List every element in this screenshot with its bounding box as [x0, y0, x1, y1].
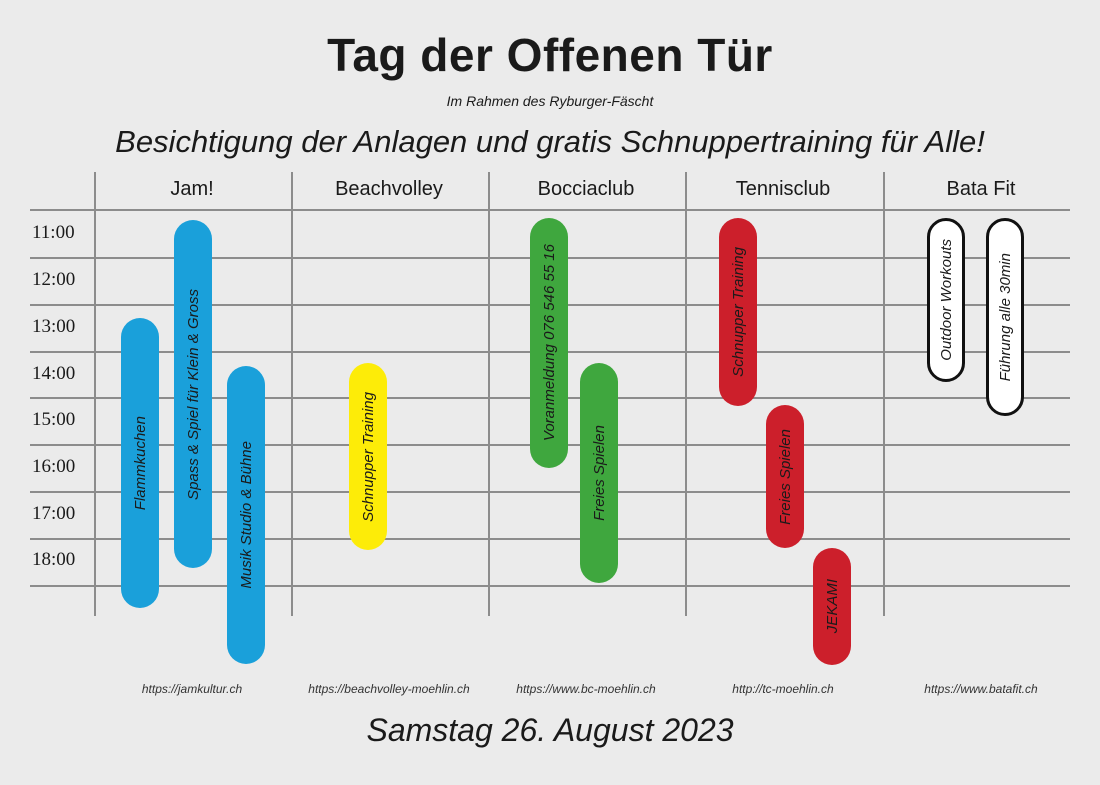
grid-line	[30, 538, 1070, 540]
time-label: 12:00	[32, 269, 76, 290]
column-header-bocciaclub: Bocciaclub	[537, 178, 635, 200]
time-label: 16:00	[32, 456, 76, 477]
event-beachvolley-schnupper-training: Schnupper Training	[349, 363, 387, 550]
event-label: Outdoor Workouts	[937, 239, 955, 361]
event-jekami: JEKAMI	[813, 548, 851, 665]
url-beachvolley[interactable]: https://beachvolley-moehlin.ch	[308, 682, 470, 696]
event-label: Freies Spielen	[776, 428, 794, 525]
event-date: Samstag 26. August 2023	[366, 712, 734, 748]
url-bata-fit[interactable]: https://www.batafit.ch	[924, 682, 1038, 696]
event-voranmeldung: Voranmeldung 076 546 55 16	[530, 218, 568, 468]
column-divider	[94, 172, 96, 616]
headline: Besichtigung der Anlagen und gratis Schn…	[115, 124, 985, 159]
column-divider	[685, 172, 687, 616]
subtitle: Im Rahmen des Ryburger-Fäscht	[446, 93, 654, 109]
event-flammkuchen: Flammkuchen	[121, 318, 159, 608]
url-jam[interactable]: https://jamkultur.ch	[141, 682, 243, 696]
time-label: 13:00	[32, 316, 76, 337]
url-tennisclub[interactable]: http://tc-moehlin.ch	[732, 682, 834, 696]
column-divider	[883, 172, 885, 616]
event-label: Schnupper Training	[729, 247, 747, 377]
event-label: Freies Spielen	[590, 425, 608, 521]
event-label: Voranmeldung 076 546 55 16	[540, 244, 558, 442]
time-label: 17:00	[32, 503, 76, 524]
event-label: JEKAMI	[823, 579, 841, 634]
column-header-tennisclub: Tennisclub	[735, 178, 831, 200]
time-label: 14:00	[32, 363, 76, 384]
url-bocciaclub[interactable]: https://www.bc-moehlin.ch	[516, 682, 656, 696]
column-header-jam: Jam!	[170, 178, 214, 200]
grid-line	[30, 209, 1070, 211]
event-musik-studio: Musik Studio & Bühne	[227, 366, 265, 664]
column-header-beachvolley: Beachvolley	[335, 178, 443, 200]
time-label: 18:00	[32, 549, 76, 570]
event-outdoor-workouts: Outdoor Workouts	[927, 218, 965, 382]
column-divider	[291, 172, 293, 616]
column-divider	[488, 172, 490, 616]
grid-line	[30, 585, 1070, 587]
event-label: Spass & Spiel für Klein & Gross	[184, 288, 202, 500]
event-tennis-schnupper-training: Schnupper Training	[719, 218, 757, 406]
event-label: Führung alle 30min	[996, 252, 1014, 382]
event-tennis-freies-spielen: Freies Spielen	[766, 405, 804, 548]
column-header-bata-fit: Bata Fit	[946, 178, 1016, 200]
event-fuehrung: Führung alle 30min	[986, 218, 1024, 416]
event-spass-spiel: Spass & Spiel für Klein & Gross	[174, 220, 212, 568]
grid-line	[30, 491, 1070, 493]
event-label: Musik Studio & Bühne	[237, 441, 255, 589]
event-label: Schnupper Training	[359, 391, 377, 522]
time-label: 15:00	[32, 409, 76, 430]
event-boccia-freies-spielen: Freies Spielen	[580, 363, 618, 583]
event-label: Flammkuchen	[131, 415, 149, 511]
page-title: Tag der Offenen Tür	[327, 29, 773, 81]
time-label: 11:00	[32, 222, 75, 243]
